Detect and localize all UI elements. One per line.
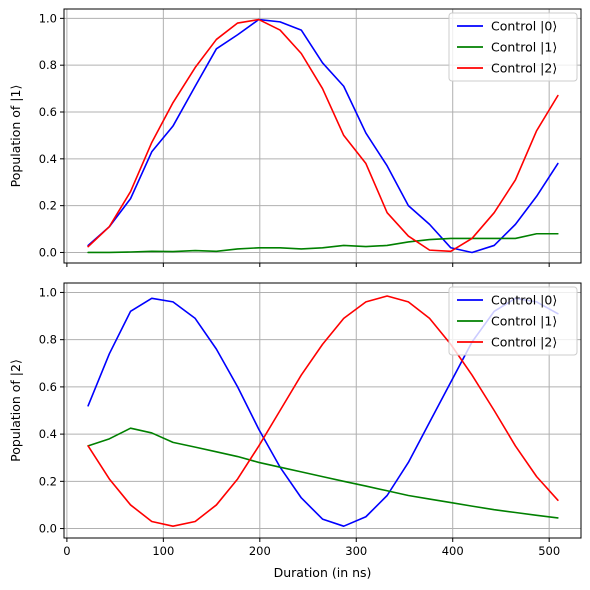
series-line-0 bbox=[87, 18, 559, 254]
x-tick-label: 400 bbox=[442, 544, 464, 558]
legend: Control |0⟩ Control |1⟩ Control |2⟩ bbox=[448, 286, 578, 356]
series-line-2 bbox=[87, 295, 559, 527]
legend-label: Control |2⟩ bbox=[491, 335, 557, 350]
plot-frame bbox=[63, 282, 582, 539]
plot-frame bbox=[63, 8, 582, 264]
legend-label: Control |1⟩ bbox=[491, 40, 557, 55]
legend-box bbox=[448, 286, 578, 356]
y-tick-label: 0.0 bbox=[39, 522, 57, 536]
y-axis-label: Population of |1⟩ bbox=[8, 85, 23, 188]
x-tick-label: 100 bbox=[152, 544, 174, 558]
y-tick-label: 0.2 bbox=[39, 199, 57, 213]
x-tick-label: 300 bbox=[345, 544, 367, 558]
y-tick-label: 0.6 bbox=[39, 380, 57, 394]
bottom-panel: 0 100 200 300 400 500 0.0 0.2 0.4 0.6 0.8 1.0 Popula… bbox=[8, 282, 582, 580]
y-tick-label: 0.4 bbox=[39, 427, 57, 441]
series-line-2 bbox=[87, 18, 559, 253]
y-tick-label: 0.8 bbox=[39, 333, 57, 347]
legend-label: Control |1⟩ bbox=[491, 314, 557, 329]
y-tick-label: 1.0 bbox=[39, 285, 57, 299]
y-tick-label: 0.4 bbox=[39, 152, 57, 166]
y-tick-label: 0.0 bbox=[39, 245, 57, 259]
y-tick-label: 1.0 bbox=[39, 11, 57, 25]
y-tick-label: 0.8 bbox=[39, 58, 57, 72]
legend: Control |0⟩ Control |1⟩ Control |2⟩ bbox=[448, 12, 578, 82]
x-tick-label: 200 bbox=[249, 544, 271, 558]
series-line-1 bbox=[87, 427, 559, 519]
series-line-1 bbox=[87, 232, 559, 254]
legend-label: Control |0⟩ bbox=[491, 19, 557, 34]
x-tick-label: 0 bbox=[63, 544, 70, 558]
y-tick-label: 0.6 bbox=[39, 105, 57, 119]
legend-box bbox=[448, 12, 578, 82]
y-tick-label: 0.2 bbox=[39, 474, 57, 488]
x-tick-label: 500 bbox=[538, 544, 560, 558]
legend-label: Control |2⟩ bbox=[491, 61, 557, 76]
y-axis-label: Population of |2⟩ bbox=[8, 359, 23, 462]
top-panel: 0.0 0.2 0.4 0.6 0.8 1.0 Population of |1⟩ Contr… bbox=[8, 8, 582, 267]
x-axis-label: Duration (in ns) bbox=[274, 565, 372, 580]
legend-label: Control |0⟩ bbox=[491, 293, 557, 308]
